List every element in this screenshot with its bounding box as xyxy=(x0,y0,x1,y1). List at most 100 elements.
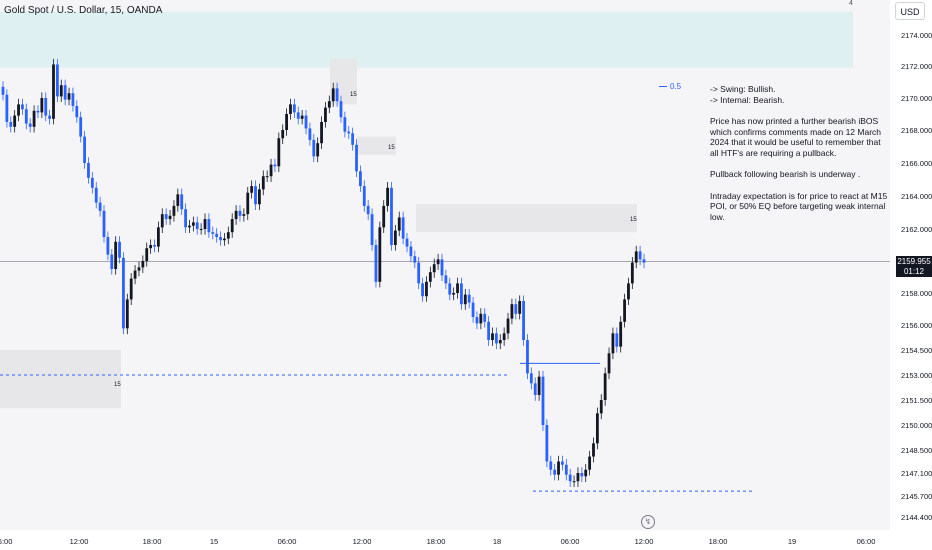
candle-body xyxy=(203,219,207,229)
candle-body xyxy=(296,112,300,119)
time-tick-label: 18:00 xyxy=(143,537,162,546)
candle-body xyxy=(479,313,483,324)
candle-body xyxy=(561,461,564,465)
candle-body xyxy=(215,233,219,237)
candle-body xyxy=(537,376,541,395)
candle-body xyxy=(580,473,584,477)
candle-body xyxy=(122,257,125,329)
candle-body xyxy=(40,98,44,113)
candle-body xyxy=(592,443,595,457)
candle-body xyxy=(491,333,494,340)
candle-body xyxy=(327,101,331,108)
candle-body xyxy=(607,353,611,374)
candle-body xyxy=(460,283,463,305)
candle-body xyxy=(564,464,568,475)
price-tick-label: 2168.000 xyxy=(901,126,932,135)
candle-body xyxy=(425,281,428,297)
candle-body xyxy=(374,245,378,282)
candle-body xyxy=(1,86,5,95)
candle-body xyxy=(110,254,114,269)
candle-body xyxy=(24,109,28,124)
candle-body xyxy=(393,230,397,245)
candle-body xyxy=(308,128,312,140)
candle-body xyxy=(269,164,273,177)
candle-body xyxy=(180,194,184,210)
candle-body xyxy=(273,164,277,167)
candle-body xyxy=(261,176,265,190)
candle-body xyxy=(199,229,203,230)
currency-button[interactable]: USD xyxy=(895,2,925,20)
candle-body xyxy=(118,241,121,258)
candle-body xyxy=(149,245,153,249)
poi-zone xyxy=(0,11,853,68)
candle-body xyxy=(413,256,417,263)
candle-body xyxy=(401,217,405,239)
candle-body xyxy=(277,138,281,167)
time-tick-label: 06:00 xyxy=(278,537,297,546)
candle-body xyxy=(211,232,215,234)
price-tick-label: 2153.000 xyxy=(901,371,932,380)
candle-body xyxy=(292,104,296,113)
zone-label: 15 xyxy=(114,382,121,388)
candle-body xyxy=(44,98,48,116)
candle-body xyxy=(611,333,615,354)
candle-body xyxy=(141,261,145,268)
candle-body xyxy=(642,259,646,263)
candle-body xyxy=(281,130,285,139)
candle-body xyxy=(533,383,537,395)
poi-zone xyxy=(357,136,396,155)
candle-body xyxy=(386,187,389,206)
candle-body xyxy=(588,456,592,470)
candle-body xyxy=(9,122,13,127)
candle-body xyxy=(382,205,386,228)
candle-body xyxy=(188,225,191,228)
candle-body xyxy=(428,272,432,282)
time-tick-label: 18:00 xyxy=(709,537,728,546)
candle-body xyxy=(390,187,393,245)
candle-body xyxy=(549,461,553,470)
time-tick-label: 18:00 xyxy=(427,537,446,546)
candle-body xyxy=(343,117,347,132)
candle-body xyxy=(176,194,180,206)
candle-body xyxy=(234,210,238,220)
price-tick-label: 2151.500 xyxy=(901,396,932,405)
price-tick-label: 2158.000 xyxy=(901,289,932,298)
candle-body xyxy=(28,123,32,127)
candle-body xyxy=(359,171,362,187)
candle-body xyxy=(153,245,156,247)
candle-body xyxy=(502,333,506,340)
candle-body xyxy=(145,248,149,261)
candle-body xyxy=(250,186,254,193)
candle-body xyxy=(529,373,533,384)
candle-body xyxy=(526,340,529,374)
poi-zone xyxy=(0,350,121,409)
candle-body xyxy=(133,270,137,279)
candle-body xyxy=(417,262,421,284)
price-tick-label: 2174.000 xyxy=(901,31,932,40)
candle-body xyxy=(324,107,327,122)
candle-body xyxy=(79,117,83,137)
candle-body xyxy=(242,214,246,216)
candle-body xyxy=(362,186,366,206)
price-tick-label: 2144.400 xyxy=(901,513,932,522)
candle-body xyxy=(467,294,471,303)
time-tick-label: 06:00 xyxy=(857,537,876,546)
lightning-icon[interactable]: ↯ xyxy=(641,515,655,529)
price-tick-label: 2162.000 xyxy=(901,225,932,234)
candle-body xyxy=(378,227,382,282)
candle-body xyxy=(331,88,335,102)
candle-body xyxy=(584,469,588,477)
candle-body xyxy=(514,304,518,314)
candle-body xyxy=(83,136,86,163)
candle-body xyxy=(444,275,448,284)
candle-body xyxy=(452,293,456,295)
price-tick-label: 2172.000 xyxy=(901,62,932,71)
candle-body xyxy=(576,473,580,482)
candle-body xyxy=(289,104,292,114)
candle-body xyxy=(304,115,308,129)
candle-body xyxy=(184,209,187,228)
candle-body xyxy=(471,302,475,317)
fib-marker-line xyxy=(659,86,667,87)
